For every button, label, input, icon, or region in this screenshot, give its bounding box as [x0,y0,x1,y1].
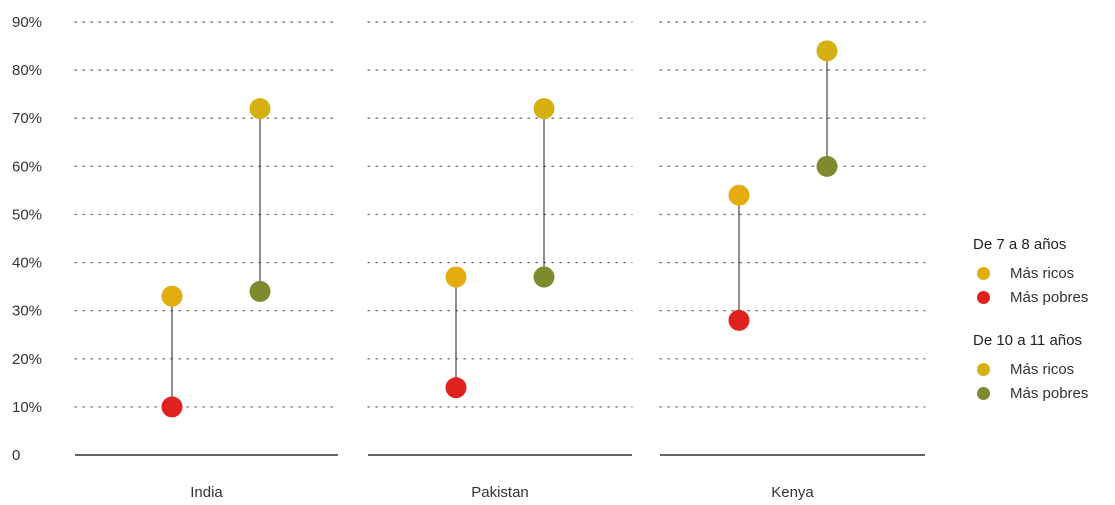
legend-group-10-11: De 10 a 11 años Más ricos Más pobres [973,329,1115,405]
gridlines [74,21,926,408]
y-tick-label: 60% [12,158,42,175]
legend-dot-7-8-rich [977,266,990,280]
y-tick-label: 50% [12,206,42,223]
legend-title-7-8: De 7 a 8 años [973,236,1067,253]
legend-item-10-11-rich: Más ricos [973,357,1115,381]
category-label: Kenya [771,484,814,501]
legend-item-10-11-poor: Más pobres [973,381,1115,405]
y-tick-label: 20% [12,351,42,368]
legend-dot-10-11-poor [977,386,990,400]
y-tick-label: 40% [12,255,42,272]
legend-item-7-8-poor: Más pobres [973,285,1115,309]
legend-item-7-8-rich: Más ricos [973,261,1115,285]
y-tick-label: 10% [12,399,42,416]
point-pakistan-g10-11-rich [533,98,555,120]
y-tick-label: 30% [12,303,42,320]
legend-dot-7-8-poor [977,290,990,304]
point-kenya-g7-8-poor [728,309,750,331]
legend-group-7-8: De 7 a 8 años Más ricos Más pobres [973,233,1115,309]
y-tick-label: 0 [12,447,20,464]
legend-label-10-11-rich: Más ricos [1010,360,1075,378]
legend-label-7-8-rich: Más ricos [1010,264,1075,282]
point-pakistan-g10-11-poor [533,266,555,288]
legend-title-10-11: De 10 a 11 años [973,332,1082,349]
point-kenya-g7-8-rich [728,184,750,206]
y-tick-label: 80% [12,62,42,79]
point-kenya-g10-11-poor [816,155,838,177]
point-india-g10-11-poor [249,280,271,302]
y-tick-label: 70% [12,110,42,127]
point-india-g7-8-rich [161,285,183,307]
connectors [171,50,828,407]
data-points [161,40,838,418]
category-labels: India Pakistan Kenya [190,484,814,501]
legend-dot-10-11-rich [977,362,990,376]
legend-label-7-8-poor: Más pobres [1010,288,1089,306]
point-pakistan-g7-8-rich [445,266,467,288]
legend: De 7 a 8 años Más ricos Más pobres De 10… [973,233,1115,425]
category-label: Pakistan [471,484,529,501]
legend-label-10-11-poor: Más pobres [1010,384,1089,402]
point-india-g7-8-poor [161,396,183,418]
category-label: India [190,484,223,501]
point-pakistan-g7-8-poor [445,377,467,399]
point-kenya-g10-11-rich [816,40,838,62]
y-tick-label: 90% [12,14,42,31]
point-india-g10-11-rich [249,98,271,120]
y-axis-ticks: 0 10% 20% 30% 40% 50% 60% 70% 80% 90% [12,14,42,464]
